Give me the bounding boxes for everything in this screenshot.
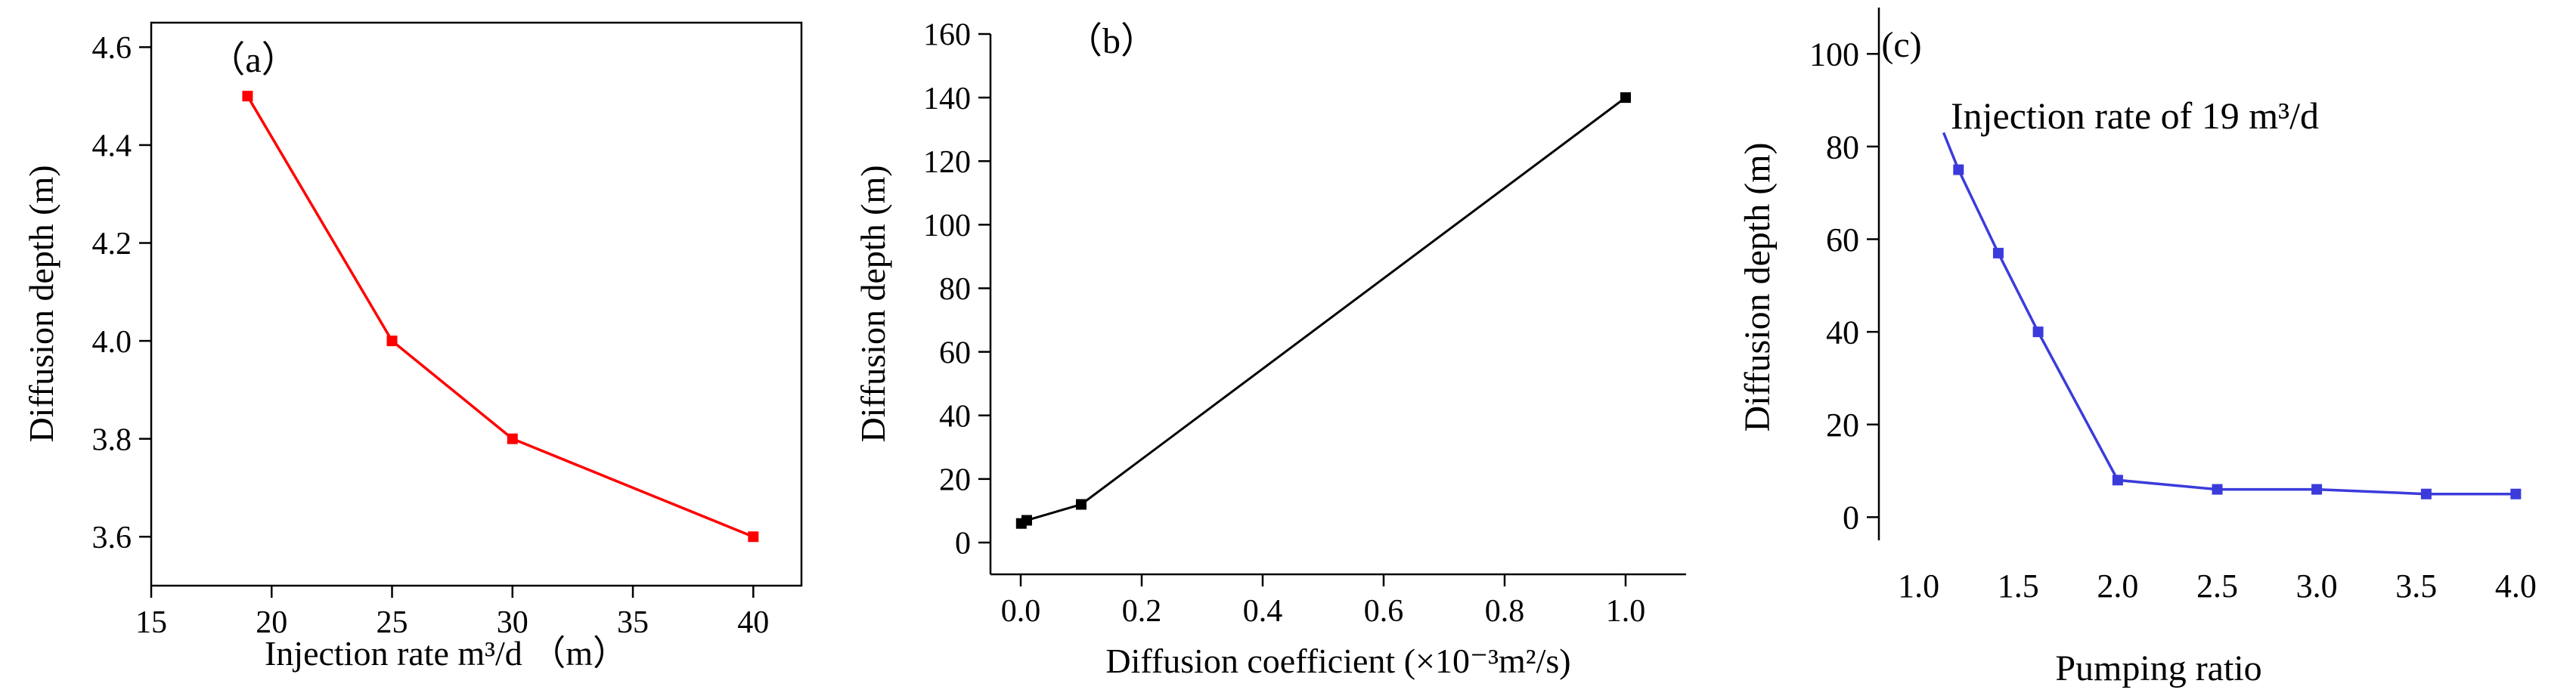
chart-a-y-tick-label-5: 4.6 [92,31,132,66]
chart-a-point-2 [507,433,518,444]
chart-b-series-line [1021,96,1626,525]
chart-c-panel-label: (c) [1881,25,1921,65]
chart-b-y-tick-label-5: 100 [923,209,971,243]
chart-c-y-tick-label-0: 0 [1843,500,1859,537]
chart-b-x-axis-label: Diffusion coefficient (×10⁻³m²/s) [1105,642,1570,680]
chart-b-x-tick-label-4: 0.8 [1485,594,1525,629]
chart-a-y-axis-label: Diffusion depth (m) [22,165,60,442]
chart-b-svg: 0.0 0.2 0.4 0.6 0.8 1.0 0 20 40 60 80 100 120 140 160 （… [854,18,1686,680]
chart-panel-b: 0.0 0.2 0.4 0.6 0.8 1.0 0 20 40 60 80 100 120 140 160 （… [824,0,1701,696]
chart-c-y-tick-label-5: 100 [1809,36,1859,73]
chart-c-x-tick-label-4: 3.0 [2296,568,2338,605]
chart-c-point-7 [2420,488,2432,500]
chart-b-y-tick-label-6: 120 [923,145,971,180]
chart-panel-a: 15 20 25 30 35 40 3.6 3.8 4.0 4.2 4.4 4.6 （a） Injecti… [0,0,824,696]
chart-b-x-tick-label-3: 0.6 [1364,594,1404,629]
chart-a-frame [150,21,803,587]
chart-a-series-line [246,95,754,538]
chart-c-x-axis-label: Pumping ratio [2055,648,2261,688]
chart-a-x-tick-label-2: 25 [377,605,408,640]
chart-b-point-1 [1021,515,1032,526]
chart-c-y-tick-label-2: 40 [1826,314,1859,351]
chart-a-point-0 [242,91,253,102]
chart-a-y-tick-label-2: 4.0 [92,325,132,360]
chart-c-x-tick-label-3: 2.5 [2196,568,2238,605]
chart-c-point-1 [1953,164,1964,175]
chart-b-y-tick-label-4: 80 [939,272,971,307]
chart-a-y-tick-label-0: 3.6 [92,521,132,555]
chart-c-annotation: Injection rate of 19 m³/d [1951,94,2319,137]
chart-b-x-tick-label-2: 0.4 [1243,594,1283,629]
chart-b-x-tick-label-1: 0.2 [1122,594,1162,629]
chart-c-point-2 [1992,247,2004,258]
chart-c-x-tick-label-2: 2.0 [2097,568,2138,605]
chart-a-panel-label: （a） [209,40,297,80]
chart-c-point-4 [2112,475,2123,486]
chart-a-point-1 [386,336,398,347]
chart-c-point-6 [2311,484,2323,495]
chart-b-panel-label: （b） [1066,21,1157,61]
chart-b-x-tick-label-0: 0.0 [1001,594,1041,629]
chart-b-x-tick-label-5: 1.0 [1606,594,1646,629]
chart-a-y-tick-label-4: 4.4 [92,129,132,164]
chart-c-point-5 [2212,484,2223,495]
chart-c-x-tick-label-1: 1.5 [1998,568,2039,605]
chart-c-svg: 1.0 1.5 2.0 2.5 3.0 3.5 4.0 0 20 40 60 80 100 (c) Inje… [1737,8,2537,688]
chart-a-y-tick-label-3: 4.2 [92,227,132,261]
chart-a-x-tick-label-1: 20 [256,605,287,640]
chart-b-point-3 [1620,92,1631,104]
chart-b-y-tick-label-0: 0 [955,527,971,561]
chart-a-x-axis-label: Injection rate m³/d （m） [265,634,628,673]
chart-a-x-tick-label-0: 15 [135,605,167,640]
chart-c-y-axis-label: Diffusion depth (m) [1737,142,1778,432]
chart-c-y-tick-label-1: 20 [1826,407,1859,444]
chart-a-x-tick-label-3: 30 [497,605,529,640]
chart-c-point-8 [2510,488,2522,500]
chart-b-y-tick-label-2: 40 [939,399,971,434]
chart-panel-c: 1.0 1.5 2.0 2.5 3.0 3.5 4.0 0 20 40 60 80 100 (c) Inje… [1701,0,2576,696]
chart-c-y-tick-label-4: 80 [1826,128,1859,165]
chart-b-y-tick-label-3: 60 [939,336,971,370]
chart-a-x-tick-label-4: 35 [617,605,649,640]
chart-c-x-tick-label-6: 4.0 [2495,568,2537,605]
chart-c-x-tick-label-5: 3.5 [2395,568,2437,605]
chart-b-y-tick-label-7: 140 [923,82,971,116]
chart-b-y-tick-label-8: 160 [923,18,971,53]
chart-a-point-3 [748,531,759,543]
chart-a-y-tick-label-1: 3.8 [92,422,132,457]
chart-b-y-tick-label-1: 20 [939,463,971,498]
chart-c-x-tick-label-0: 1.0 [1898,568,1939,605]
chart-c-point-3 [2032,326,2044,338]
chart-a-x-tick-label-5: 40 [737,605,769,640]
chart-b-y-axis-label: Diffusion depth (m) [854,165,892,442]
chart-a-svg: 15 20 25 30 35 40 3.6 3.8 4.0 4.2 4.4 4.6 （a） Injecti… [22,21,803,673]
chart-b-point-2 [1076,499,1087,510]
chart-c-y-tick-label-3: 60 [1826,221,1859,258]
chart-c-series-line [1942,131,2516,496]
